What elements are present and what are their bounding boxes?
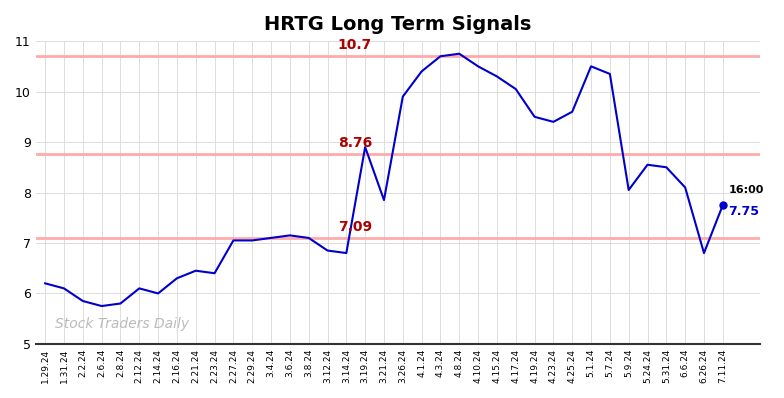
Text: 16:00: 16:00 bbox=[728, 185, 764, 195]
Title: HRTG Long Term Signals: HRTG Long Term Signals bbox=[264, 15, 532, 34]
Text: 8.76: 8.76 bbox=[338, 136, 372, 150]
Text: Stock Traders Daily: Stock Traders Daily bbox=[55, 317, 189, 331]
Text: 7.75: 7.75 bbox=[728, 205, 760, 218]
Text: 7.09: 7.09 bbox=[338, 220, 372, 234]
Text: 10.7: 10.7 bbox=[338, 38, 372, 52]
